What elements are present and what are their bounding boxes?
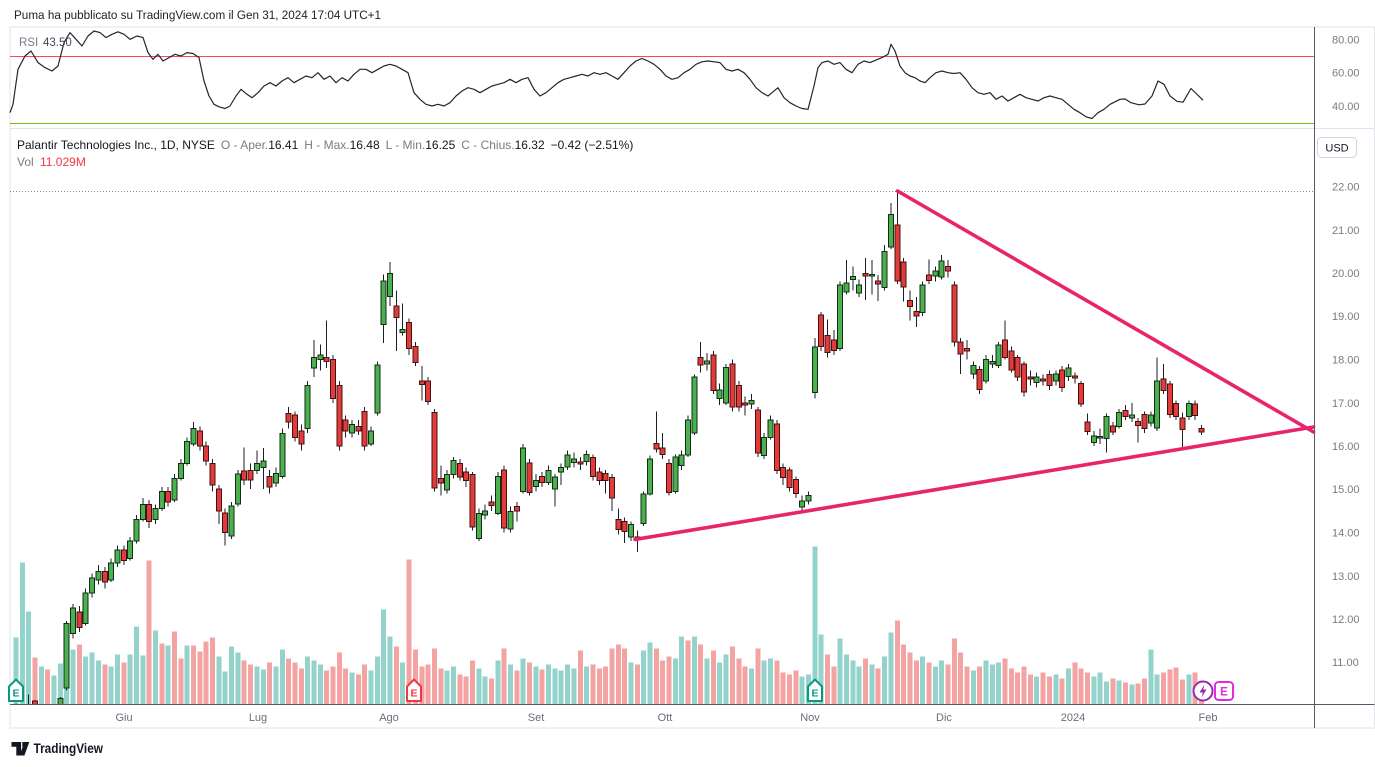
svg-text:14.00: 14.00 [1332,528,1360,540]
svg-text:2024: 2024 [1061,712,1085,724]
svg-text:RSI: RSI [19,37,38,49]
svg-text:USD: USD [1325,143,1348,155]
svg-text:11.00: 11.00 [1332,657,1359,669]
svg-text:Ago: Ago [379,712,399,724]
svg-text:Nov: Nov [800,712,820,724]
svg-text:Ott: Ott [658,712,673,724]
svg-text:Giu: Giu [115,712,132,724]
svg-text:Feb: Feb [1199,712,1218,724]
svg-text:Lug: Lug [249,712,267,724]
svg-text:E: E [12,688,19,700]
svg-text:80.00: 80.00 [1332,34,1360,46]
svg-text:16.00: 16.00 [1332,441,1360,453]
svg-text:E: E [1220,687,1228,699]
svg-text:TradingView: TradingView [34,740,104,756]
svg-text:Vol 11.029M: Vol 11.029M [17,155,86,169]
svg-text:19.00: 19.00 [1332,311,1360,323]
svg-text:43.50: 43.50 [43,37,72,49]
svg-text:E: E [410,688,417,700]
svg-text:17.00: 17.00 [1332,398,1360,410]
svg-text:Set: Set [528,712,545,724]
svg-text:18.00: 18.00 [1332,355,1360,367]
svg-text:15.00: 15.00 [1332,484,1360,496]
svg-text:E: E [811,688,818,700]
svg-text:12.00: 12.00 [1332,614,1360,626]
svg-text:60.00: 60.00 [1332,68,1360,80]
svg-text:Puma ha pubblicato su TradingV: Puma ha pubblicato su TradingView.com il… [14,8,381,22]
svg-text:22.00: 22.00 [1332,182,1360,194]
svg-text:21.00: 21.00 [1332,225,1360,237]
svg-text:Dic: Dic [936,712,952,724]
svg-text:Palantir Technologies Inc., 1D: Palantir Technologies Inc., 1D, NYSE O - … [17,138,633,152]
svg-text:40.00: 40.00 [1332,101,1360,113]
svg-text:20.00: 20.00 [1332,268,1360,280]
svg-text:13.00: 13.00 [1332,571,1360,583]
